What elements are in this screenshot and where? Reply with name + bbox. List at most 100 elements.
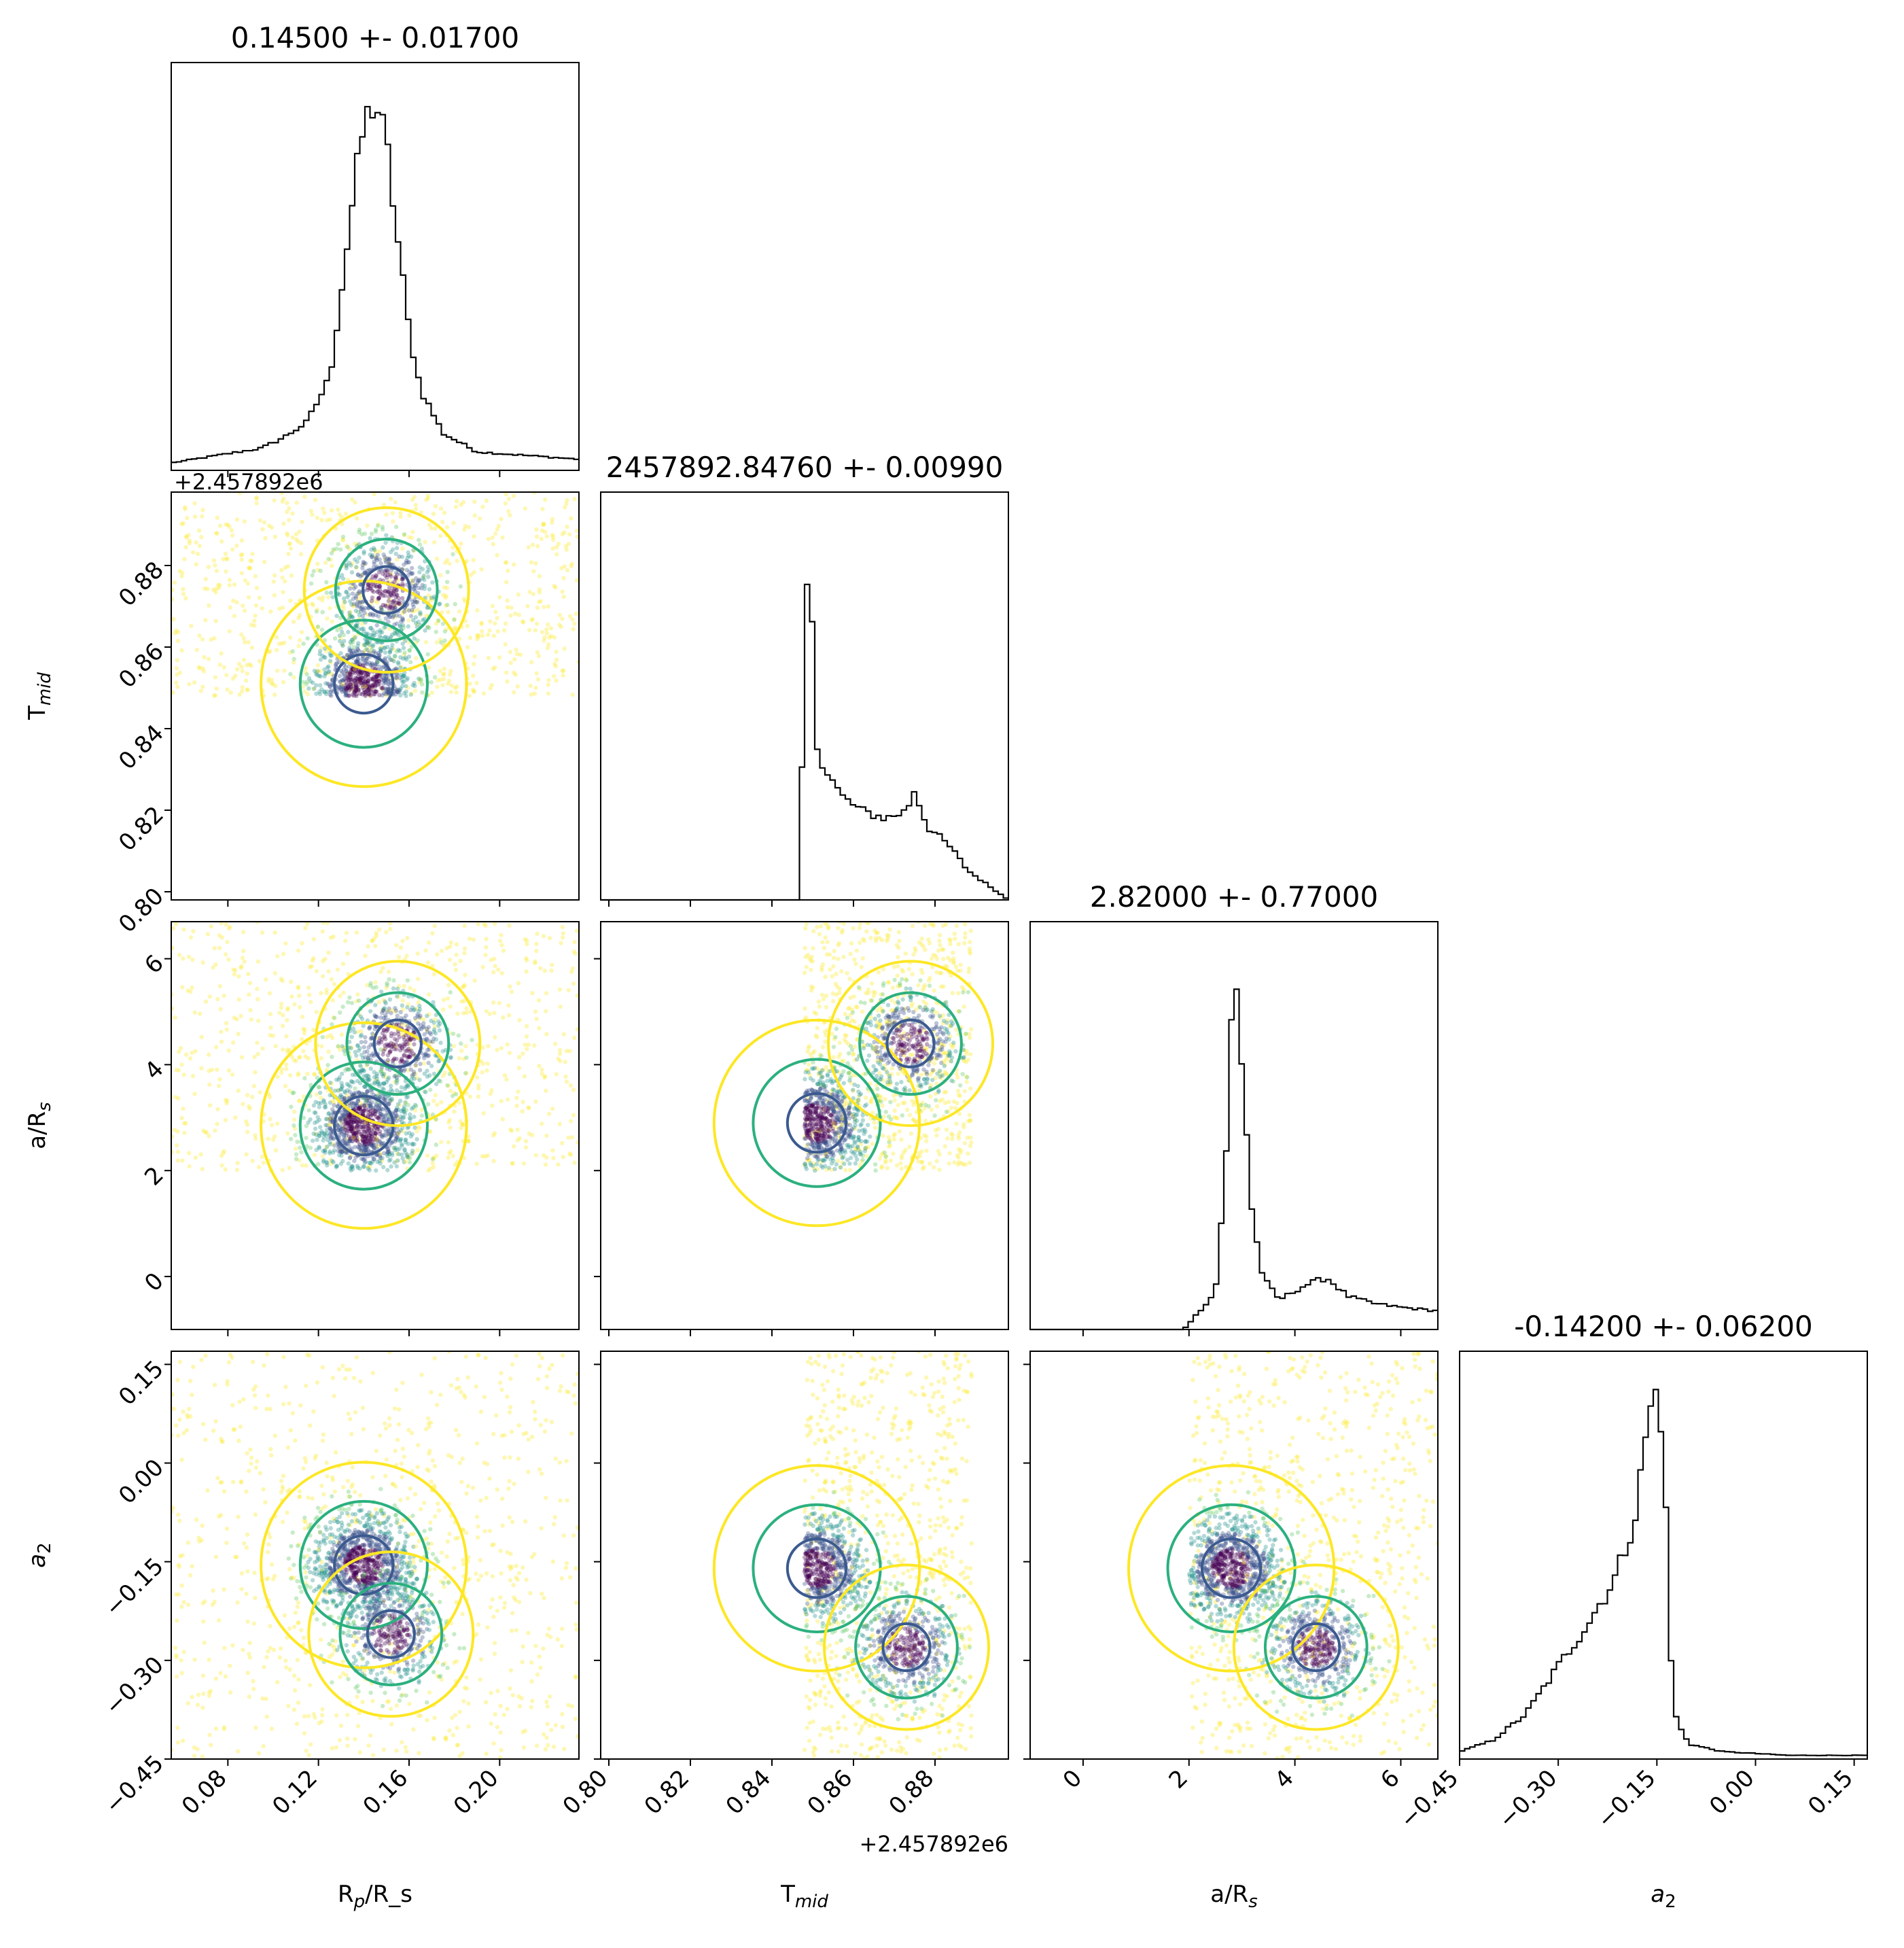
sample-point — [404, 559, 409, 563]
sample-point — [353, 1101, 357, 1107]
sample-point — [513, 672, 518, 677]
sample-point — [340, 686, 345, 692]
sample-point — [351, 1080, 356, 1085]
sample-point — [205, 587, 210, 591]
sample-point — [235, 1160, 240, 1166]
sample-point — [402, 1044, 407, 1049]
sample-point — [557, 987, 563, 992]
sample-point — [435, 1102, 440, 1107]
sample-point — [370, 1134, 374, 1138]
sample-point — [835, 984, 840, 989]
sample-point — [348, 1117, 353, 1121]
sample-point — [364, 661, 369, 665]
sample-point — [337, 1115, 342, 1120]
sample-point — [403, 1100, 408, 1105]
sample-point — [560, 668, 565, 674]
sample-point — [956, 1155, 961, 1160]
sample-point — [869, 1096, 875, 1101]
sample-point — [345, 686, 351, 691]
sample-point — [876, 970, 881, 975]
sample-point — [363, 1146, 368, 1151]
sample-point — [431, 594, 437, 599]
sample-point — [400, 641, 405, 646]
sample-point — [425, 570, 429, 575]
sample-point — [375, 659, 380, 665]
sample-point — [571, 949, 577, 954]
sample-point — [344, 675, 349, 680]
sample-point — [273, 1043, 278, 1049]
sample-point — [440, 621, 446, 626]
axes-frame — [600, 491, 1009, 901]
sample-point — [364, 646, 369, 651]
sample-point — [351, 1101, 356, 1106]
sample-point — [406, 624, 411, 629]
sample-point — [200, 666, 205, 671]
sample-point — [474, 1161, 479, 1166]
sample-point — [415, 1012, 420, 1017]
sample-point — [334, 1164, 339, 1168]
sample-point — [495, 616, 499, 621]
sample-point — [319, 1056, 324, 1061]
sample-point — [326, 1049, 331, 1054]
sample-point — [934, 1056, 939, 1062]
sample-point — [382, 1081, 387, 1086]
sample-point — [331, 934, 336, 939]
sample-point — [431, 1098, 436, 1103]
sample-point — [947, 937, 952, 942]
sample-point — [574, 611, 578, 616]
sample-point — [347, 664, 351, 669]
sample-point — [347, 1155, 352, 1161]
sample-point — [942, 1090, 947, 1095]
sample-point — [378, 1143, 383, 1148]
sample-point — [386, 1102, 391, 1107]
sample-point — [947, 1161, 951, 1166]
sample-point — [390, 1058, 395, 1063]
sample-point — [444, 585, 450, 591]
sample-point — [249, 645, 255, 650]
sample-point — [349, 1126, 354, 1132]
sample-point — [374, 689, 379, 694]
sample-point — [355, 591, 360, 596]
sample-point — [373, 943, 378, 948]
sample-point — [380, 527, 385, 532]
sample-point — [248, 566, 253, 571]
sample-point — [175, 1149, 181, 1154]
sample-point — [474, 680, 479, 686]
sample-point — [856, 1098, 861, 1104]
sample-point — [883, 1160, 888, 1165]
sample-point — [231, 1040, 236, 1045]
sample-point — [393, 1005, 398, 1011]
sample-point — [282, 668, 287, 673]
sample-point — [362, 629, 366, 634]
sample-point — [211, 965, 215, 970]
sample-point — [223, 1117, 228, 1123]
sample-point — [353, 1090, 358, 1096]
sample-point — [433, 1093, 438, 1098]
sample-point — [345, 1081, 350, 1087]
sample-point — [395, 578, 400, 582]
sample-point — [899, 1166, 904, 1171]
sample-point — [408, 986, 412, 990]
sample-point — [389, 605, 393, 610]
sample-point — [951, 1043, 956, 1048]
sample-point — [381, 1081, 387, 1086]
sample-point — [297, 1098, 302, 1103]
sample-point — [284, 1034, 289, 1039]
sample-point — [313, 1131, 318, 1136]
sample-point — [530, 1132, 535, 1138]
sample-point — [374, 930, 378, 935]
sample-point — [884, 1020, 889, 1025]
sample-point — [287, 650, 293, 655]
sample-point — [383, 569, 387, 574]
sample-point — [350, 1164, 355, 1170]
sample-point — [414, 576, 419, 581]
sample-point — [405, 555, 410, 561]
sample-point — [400, 998, 405, 1003]
sample-point — [499, 1098, 504, 1104]
sample-point — [899, 1068, 904, 1073]
sample-point — [372, 1124, 376, 1128]
sample-point — [359, 680, 364, 686]
sample-point — [395, 672, 400, 677]
sample-point — [270, 1033, 276, 1039]
sample-point — [389, 1098, 393, 1103]
